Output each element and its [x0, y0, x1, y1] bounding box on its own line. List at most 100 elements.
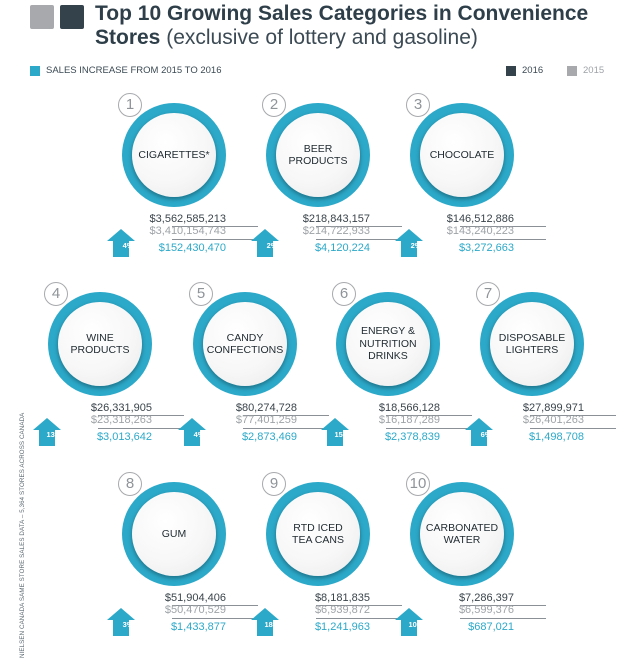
category-disc: ENERGY & NUTRITION DRINKS: [346, 302, 430, 386]
divider: [172, 605, 258, 606]
sales-increase: $687,021: [468, 621, 514, 633]
rank-badge: 4: [44, 282, 68, 306]
value-2016: $51,904,406: [164, 592, 226, 604]
category-disc: CIGARETTES*: [132, 113, 216, 197]
up-arrow-icon: [106, 607, 136, 637]
sales-increase: $3,013,642: [96, 431, 152, 443]
category-disc: RTD ICED TEA CANS: [276, 492, 360, 576]
category-disc: BEER PRODUCTS: [276, 113, 360, 197]
category-ring: CANDY CONFECTIONS: [193, 292, 297, 396]
percent-increase: 13%: [46, 430, 62, 439]
category-ring: CARBONATED WATER: [410, 482, 514, 586]
divider: [243, 428, 329, 429]
value-2016: $26,331,905: [90, 402, 152, 414]
category-name: CIGARETTES*: [138, 148, 210, 161]
category-ring: ENERGY & NUTRITION DRINKS: [336, 292, 440, 396]
value-2015: $6,599,376: [458, 604, 514, 616]
up-arrow-icon: [177, 417, 207, 447]
logo-square-gray: [30, 5, 54, 29]
page-title: Top 10 Growing Sales Categories in Conve…: [95, 2, 625, 50]
divider: [243, 415, 329, 416]
sales-increase: $1,241,963: [314, 621, 370, 633]
rank-badge: 7: [476, 282, 500, 306]
value-2015: $3,410,154,743: [149, 225, 226, 237]
category-name: DISPOSABLE LIGHTERS: [498, 331, 566, 357]
sales-increase: $2,378,839: [384, 431, 440, 443]
percent-increase: 18%: [264, 620, 280, 629]
value-2016: $8,181,835: [314, 592, 370, 604]
value-2016: $7,286,397: [458, 592, 514, 604]
sales-increase: $2,873,469: [241, 431, 297, 443]
category-disc: GUM: [132, 492, 216, 576]
percent-increase: 10%: [408, 620, 424, 629]
category-disc: CARBONATED WATER: [420, 492, 504, 576]
sales-increase: $3,272,663: [458, 242, 514, 254]
category-name: CARBONATED WATER: [425, 521, 499, 547]
title-light: (exclusive of lottery and gasoline): [166, 26, 478, 49]
category-ring: GUM: [122, 482, 226, 586]
rank-badge: 6: [332, 282, 356, 306]
category-ring: CIGARETTES*: [122, 103, 226, 207]
category-disc: WINE PRODUCTS: [58, 302, 142, 386]
up-arrow-icon: [464, 417, 494, 447]
category-ring: DISPOSABLE LIGHTERS: [480, 292, 584, 396]
value-2015: $23,318,263: [90, 414, 152, 426]
category-name: ENERGY & NUTRITION DRINKS: [359, 325, 417, 363]
logo-square-dark: [60, 5, 84, 29]
category-ring: RTD ICED TEA CANS: [266, 482, 370, 586]
rank-badge: 5: [189, 282, 213, 306]
up-arrow-icon: [250, 228, 280, 258]
percent-increase: 2%: [266, 241, 278, 250]
title-bold: Top 10 Growing Sales Categories in Conve…: [95, 2, 589, 49]
rank-badge: 8: [118, 472, 142, 496]
value-2016: $80,274,728: [235, 402, 297, 414]
value-2015: $214,722,933: [302, 225, 370, 237]
rank-badge: 10: [406, 472, 430, 496]
up-arrow-icon: [250, 607, 280, 637]
percent-increase: 4%: [122, 241, 134, 250]
percent-increase: 15%: [334, 430, 350, 439]
legend-2015: 2015: [567, 65, 604, 76]
legend-increase-swatch: [30, 65, 40, 76]
legend-2016-label: 2016: [522, 65, 544, 76]
category-ring: BEER PRODUCTS: [266, 103, 370, 207]
rank-badge: 3: [406, 93, 430, 117]
value-2016: $18,566,128: [378, 402, 440, 414]
divider: [460, 605, 546, 606]
value-2016: $27,899,971: [522, 402, 584, 414]
divider: [172, 226, 258, 227]
percent-increase: 3%: [122, 620, 134, 629]
divider: [316, 239, 402, 240]
divider: [172, 239, 258, 240]
category-name: RTD ICED TEA CANS: [292, 521, 344, 547]
divider: [316, 618, 402, 619]
divider: [460, 239, 546, 240]
legend-increase: SALES INCREASE FROM 2015 TO 2016: [30, 65, 221, 76]
up-arrow-icon: [320, 417, 350, 447]
divider: [316, 226, 402, 227]
value-2015: $16,187,289: [378, 414, 440, 426]
up-arrow-icon: [394, 228, 424, 258]
rank-badge: 1: [118, 93, 142, 117]
value-2016: $3,562,585,213: [149, 213, 226, 225]
up-arrow-icon: [106, 228, 136, 258]
divider: [460, 618, 546, 619]
category-name: CHOCOLATE: [429, 148, 495, 161]
sales-increase: $4,120,224: [314, 242, 370, 254]
divider: [98, 428, 184, 429]
sales-increase: $152,430,470: [158, 242, 226, 254]
legend-2015-swatch: [567, 65, 577, 76]
category-disc: CANDY CONFECTIONS: [203, 302, 287, 386]
legend-2016: 2016: [506, 65, 543, 76]
value-2015: $50,470,529: [164, 604, 226, 616]
category-ring: CHOCOLATE: [410, 103, 514, 207]
divider: [316, 605, 402, 606]
value-2015: $6,939,872: [314, 604, 370, 616]
value-2016: $146,512,886: [446, 213, 514, 225]
legend-increase-label: SALES INCREASE FROM 2015 TO 2016: [46, 65, 222, 76]
up-arrow-icon: [394, 607, 424, 637]
divider: [98, 415, 184, 416]
category-disc: DISPOSABLE LIGHTERS: [490, 302, 574, 386]
legend-2016-swatch: [506, 65, 516, 76]
